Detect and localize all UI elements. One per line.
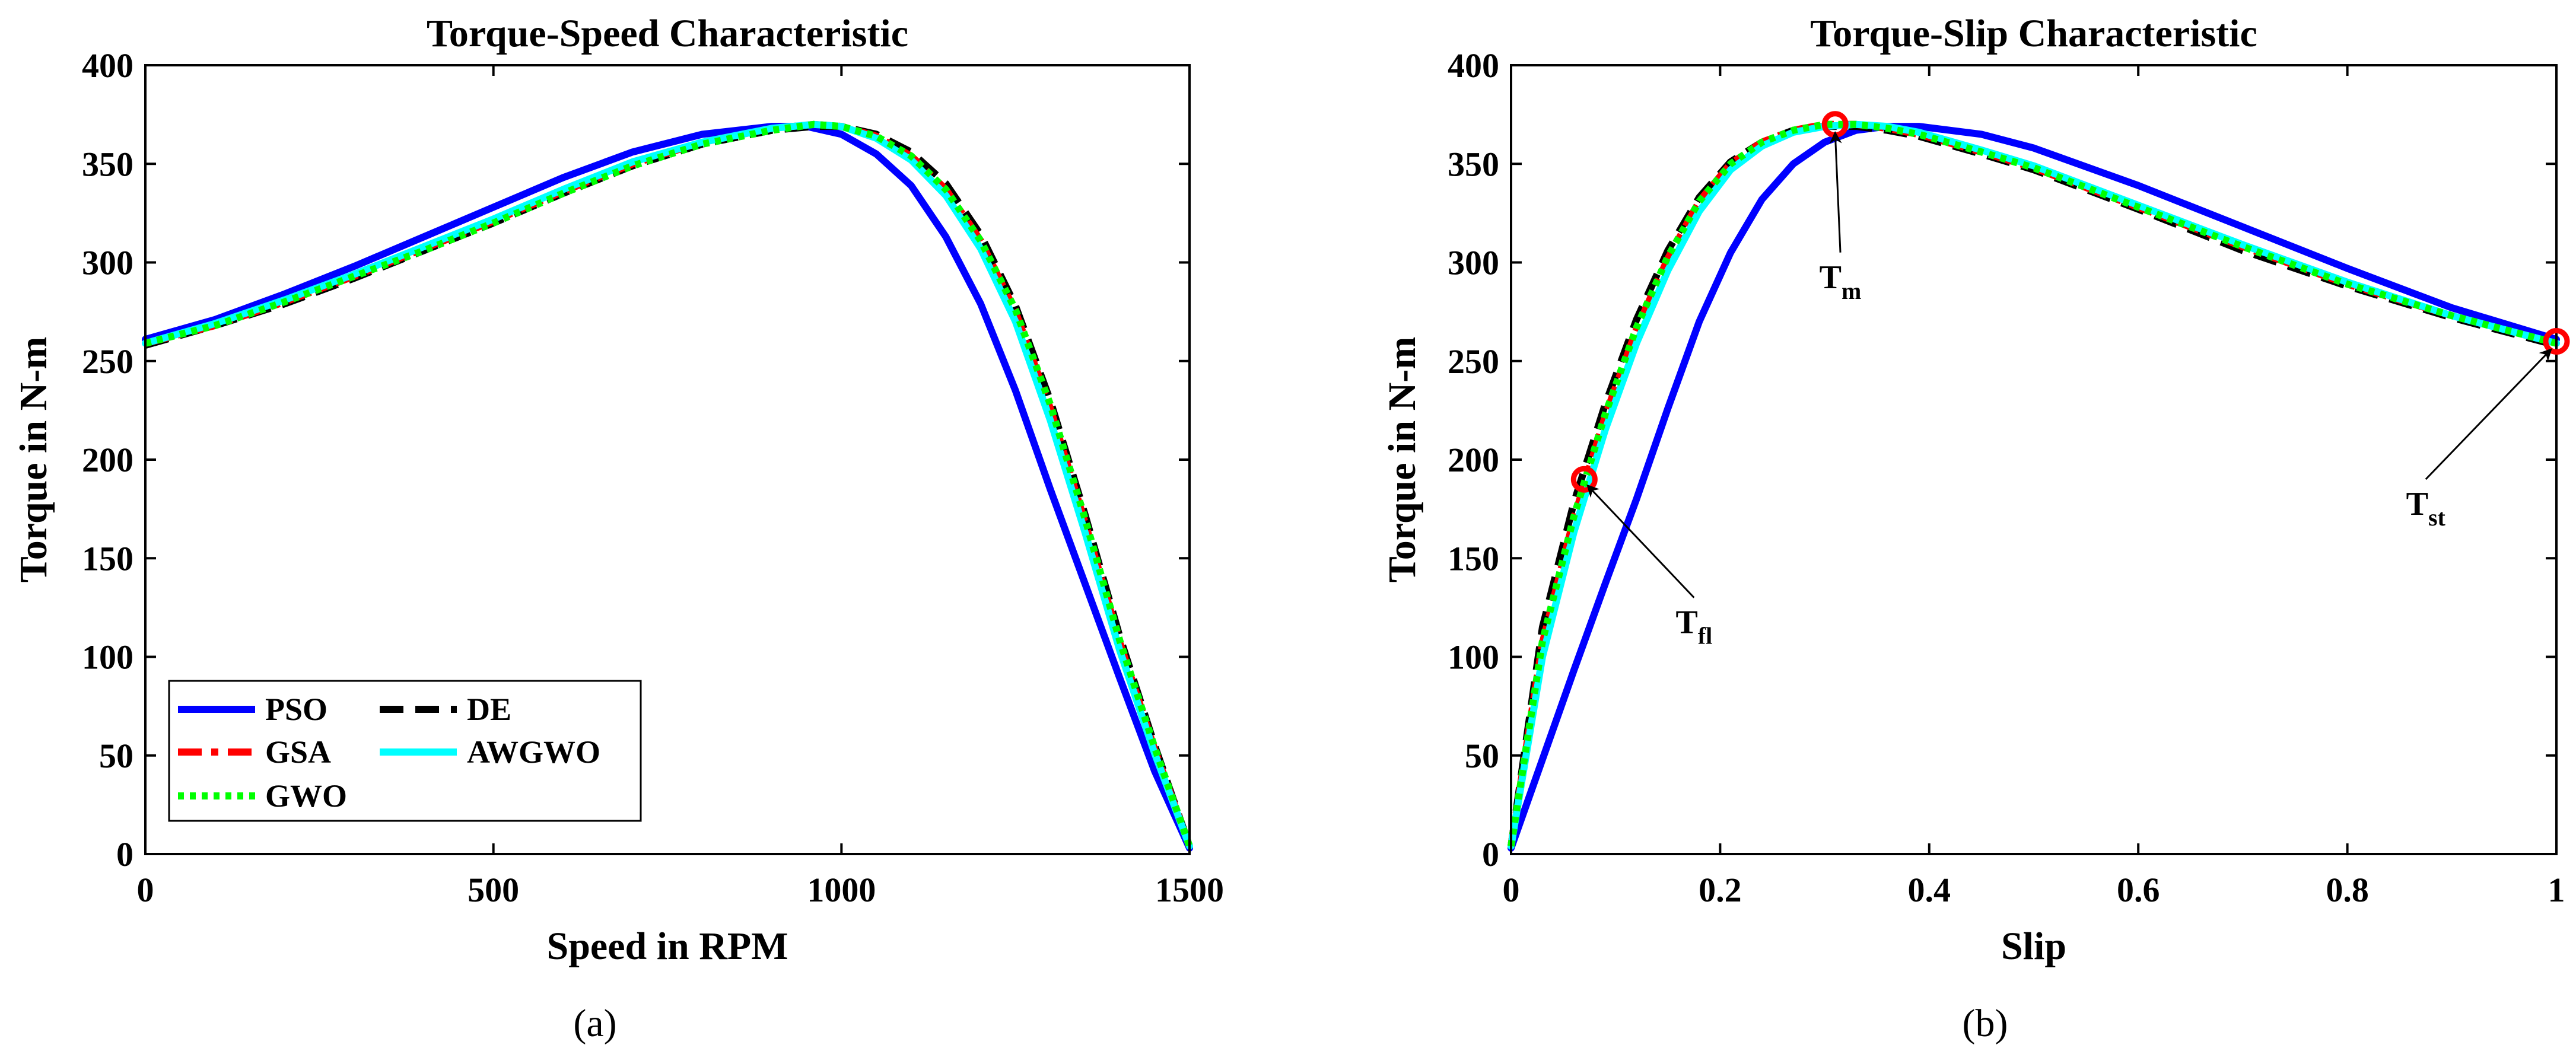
- chart-a-series-pso: [142, 123, 1193, 852]
- chart-a-ytick-label: 400: [82, 46, 133, 85]
- chart-a-xtick-label: 1000: [807, 871, 876, 909]
- legend-label-de: DE: [467, 692, 511, 727]
- legend-label-awgwo: AWGWO: [467, 734, 600, 770]
- chart-a-ytick-label: 50: [99, 737, 133, 775]
- annotation-main: T: [2406, 486, 2428, 523]
- annotation-tst: Tst: [2406, 486, 2446, 531]
- chart-a-caption: (a): [573, 1002, 616, 1045]
- chart-a-legend: PSO DE GSA AWGWO GWO: [168, 680, 642, 822]
- chart-b-series-gsa: [1508, 120, 2558, 847]
- chart-a-ytick-label: 100: [82, 638, 133, 677]
- chart-b-xtick-label: 0: [1503, 871, 1520, 909]
- chart-a-xtick-label: 0: [137, 871, 154, 909]
- chart-b-ylabel: Torque in N-m: [1381, 337, 1424, 582]
- annotation-sub: m: [1842, 278, 1861, 304]
- torque-slip-chart: Torque-Slip Characteristic 0 0.2 0.4 0.6 0.8…: [1381, 12, 2570, 1045]
- legend-label-gwo: GWO: [265, 778, 347, 814]
- arrow-tm: [1829, 130, 1842, 253]
- chart-b-xtick-label: 0.8: [2326, 871, 2369, 909]
- chart-a-series-awgwo: [142, 120, 1193, 850]
- chart-b-series-group: [1508, 120, 2560, 852]
- chart-a-ytick-label: 300: [82, 244, 133, 282]
- chart-b-ytick-label: 400: [1448, 46, 1499, 85]
- annotation-tm: Tm: [1820, 259, 1862, 304]
- annotation-sub: st: [2428, 504, 2446, 531]
- arrow-tfl: [1586, 484, 1695, 598]
- chart-a-xtick-label: 500: [468, 871, 519, 909]
- chart-b-ticks: 0 0.2 0.4 0.6 0.8 1 0 50 100 150 200 250 300 350 400: [1448, 46, 2565, 909]
- chart-b-xtick-label: 0.4: [1908, 871, 1951, 909]
- chart-a-title: Torque-Speed Characteristic: [427, 12, 908, 55]
- chart-b-ytick-label: 0: [1482, 835, 1499, 874]
- chart-b-plot-frame: [1510, 64, 2558, 855]
- annotation-tfl: Tfl: [1675, 604, 1712, 649]
- chart-a-ytick-label: 350: [82, 145, 133, 183]
- chart-b-title: Torque-Slip Characteristic: [1810, 12, 2257, 55]
- chart-a-series-group: [142, 120, 1193, 852]
- chart-b-ytick-label: 300: [1448, 244, 1499, 282]
- chart-b-ytick-label: 250: [1448, 342, 1499, 381]
- chart-a-ylabel: Torque in N-m: [12, 337, 55, 582]
- chart-b-xlabel: Slip: [2001, 925, 2066, 968]
- annotation-sub: fl: [1698, 623, 1712, 649]
- chart-b-xtick-label: 0.6: [2117, 871, 2160, 909]
- chart-b-series-awgwo: [1508, 120, 2560, 850]
- marker-tst: [2543, 328, 2570, 355]
- chart-b-ytick-label: 50: [1465, 737, 1499, 775]
- chart-a-ytick-label: 250: [82, 342, 133, 381]
- chart-b-series-de: [1508, 123, 2558, 847]
- chart-b-series-gwo: [1508, 120, 2558, 847]
- annotation-main: T: [1820, 259, 1842, 296]
- chart-b-series-pso: [1508, 123, 2560, 852]
- chart-a-xlabel: Speed in RPM: [546, 925, 788, 968]
- chart-a-ytick-label: 0: [116, 835, 133, 874]
- marker-tfl: [1570, 466, 1598, 493]
- chart-a-ytick-label: 200: [82, 441, 133, 479]
- legend-label-pso: PSO: [265, 692, 327, 727]
- chart-b-ytick-label: 350: [1448, 145, 1499, 183]
- chart-b-ytick-label: 150: [1448, 539, 1499, 578]
- arrow-tst: [2425, 348, 2552, 480]
- chart-a-ticks: 0 500 1000 1500 0 50 100 150 200 250 300 350 400: [82, 46, 1224, 909]
- legend-label-gsa: GSA: [265, 734, 331, 770]
- annotation-main: T: [1675, 604, 1697, 641]
- torque-speed-chart: Torque-Speed Characteristic 0 500 1000 1500…: [12, 12, 1224, 1045]
- chart-a-xtick-label: 1500: [1155, 871, 1224, 909]
- chart-b-ytick-label: 200: [1448, 441, 1499, 479]
- chart-b-xtick-label: 0.2: [1699, 871, 1742, 909]
- chart-b-caption: (b): [1963, 1002, 2008, 1045]
- chart-b-ytick-label: 100: [1448, 638, 1499, 677]
- chart-a-ytick-label: 150: [82, 539, 133, 578]
- chart-b-xtick-label: 1: [2548, 871, 2565, 909]
